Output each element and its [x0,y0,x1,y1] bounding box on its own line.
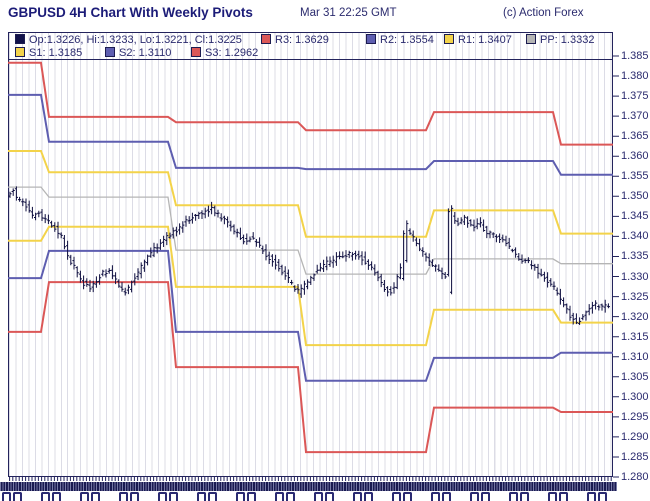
s2-swatch-icon [105,47,115,57]
pp-swatch-icon [526,34,536,44]
truncated-label-fragment [80,492,100,501]
copyright-label: (c) Action Forex [503,7,584,19]
chart-timestamp: Mar 31 22:25 GMT [300,7,397,19]
legend-item-pp: PP: 1.3332 [526,34,594,46]
legend-item-s2: S2: 1.3110 [105,47,171,59]
s3-swatch-icon [191,47,201,57]
plot-area [8,32,613,477]
legend-label: S3: 1.2962 [205,47,259,59]
legend-label: R3: 1.3629 [275,34,329,46]
legend-item-s3: S3: 1.2962 [191,47,258,59]
truncated-label-fragment [197,492,217,501]
s1-swatch-icon [15,47,25,57]
legend-row-1: Op:1.3226, Hi:1.3233, Lo:1.3221, Cl:1.32… [9,34,612,47]
legend-item-s1: S1: 1.3185 [15,47,82,59]
legend-label: R1: 1.3407 [458,34,512,46]
pivot-line-r3 [8,61,613,146]
truncated-label-fragment [2,492,22,501]
legend-item-ohlc: Op:1.3226, Hi:1.3233, Lo:1.3221, Cl:1.32… [15,34,242,46]
truncated-label-fragment [548,492,568,501]
r2-swatch-icon [366,34,376,44]
truncated-label-fragment [509,492,529,501]
x-axis-compressed-labels [0,482,617,491]
r1-swatch-icon [444,34,454,44]
truncated-label-fragment [236,492,256,501]
truncated-label-fragment [41,492,61,501]
legend-item-r1: R1: 1.3407 [444,34,512,46]
legend-label: S1: 1.3185 [29,47,83,59]
legend-label: R2: 1.3554 [380,34,434,46]
x-axis-truncated-labels [0,492,650,501]
pivot-line-r2 [8,93,613,176]
legend-label: S2: 1.3110 [119,47,172,59]
pivot-line-s2 [8,249,613,382]
truncated-label-fragment [158,492,178,501]
ohlc-swatch-icon [15,34,25,44]
truncated-label-fragment [119,492,139,501]
legend-row-2: S1: 1.3185 S2: 1.3110 S3: 1.2962 [9,47,612,60]
pivot-line-r1 [8,150,613,238]
truncated-label-fragment [392,492,412,501]
legend-item-r3: R3: 1.3629 [261,34,329,46]
pivot-line-pp [8,186,613,275]
pivot-line-s1 [8,225,613,347]
r3-swatch-icon [261,34,271,44]
truncated-label-fragment [587,492,607,501]
truncated-label-fragment [431,492,451,501]
price-bars [8,186,610,325]
legend-label: PP: 1.3332 [540,34,595,46]
axis-ticks [9,55,619,481]
truncated-label-fragment [470,492,490,501]
pivot-line-s3 [8,281,613,454]
truncated-label-fragment [314,492,334,501]
legend-item-r2: R2: 1.3554 [366,34,434,46]
truncated-label-fragment [275,492,295,501]
truncated-label-fragment [353,492,373,501]
legend-box: Op:1.3226, Hi:1.3233, Lo:1.3221, Cl:1.32… [8,32,613,60]
legend-label: Op:1.3226, Hi:1.3233, Lo:1.3221, Cl:1.32… [29,34,242,46]
chart-title: GBPUSD 4H Chart With Weekly Pivots [8,5,253,20]
